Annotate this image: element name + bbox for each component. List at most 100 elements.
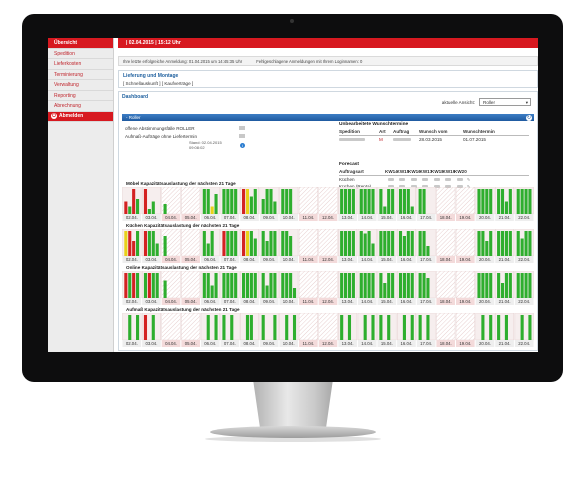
capacity-bar[interactable] [206, 189, 210, 214]
status-row-label[interactable]: offene Abstimmungsfälle ROLLER [125, 125, 195, 131]
capacity-bar[interactable] [477, 189, 481, 214]
capacity-bar[interactable] [379, 273, 383, 298]
capacity-bar[interactable] [497, 273, 501, 298]
capacity-bar[interactable] [485, 189, 489, 214]
capacity-bar[interactable] [410, 231, 414, 256]
capacity-bar[interactable] [273, 201, 277, 215]
capacity-bar[interactable] [422, 273, 426, 298]
capacity-bar[interactable] [151, 231, 155, 256]
capacity-bar[interactable] [147, 209, 151, 214]
capacity-bar[interactable] [426, 278, 430, 298]
sidebar-item-lieferkosten[interactable]: Lieferkosten [48, 59, 113, 70]
table-row[interactable]: M 28.03.2015 01.07.2015 [339, 136, 529, 143]
capacity-bar[interactable] [524, 231, 528, 256]
capacity-bar[interactable] [155, 243, 159, 257]
capacity-bar[interactable] [128, 273, 132, 298]
status-row-label[interactable]: Aufmaß-Aufträge ohne Liefertermin [125, 133, 198, 139]
capacity-bar[interactable] [143, 231, 148, 256]
capacity-bar[interactable] [379, 231, 383, 256]
capacity-bar[interactable] [242, 231, 246, 256]
capacity-bar[interactable] [363, 315, 367, 340]
capacity-bar[interactable] [242, 189, 246, 214]
capacity-bar[interactable] [520, 189, 524, 214]
capacity-bar[interactable] [265, 241, 269, 256]
capacity-bar[interactable] [249, 231, 253, 256]
capacity-bar[interactable] [406, 189, 410, 214]
capacity-bar[interactable] [402, 236, 406, 256]
capacity-bar[interactable] [516, 231, 520, 256]
capacity-bar[interactable] [359, 189, 363, 214]
capacity-bar[interactable] [402, 315, 406, 340]
capacity-bar[interactable] [387, 273, 391, 298]
capacity-bar[interactable] [398, 231, 403, 256]
capacity-bar[interactable] [155, 273, 159, 298]
capacity-bar[interactable] [234, 231, 238, 256]
capacity-bar[interactable] [367, 231, 371, 256]
capacity-bar[interactable] [163, 236, 167, 256]
capacity-bar[interactable] [242, 273, 246, 298]
capacity-bar[interactable] [143, 315, 148, 340]
capacity-bar[interactable] [371, 315, 375, 340]
capacity-bar[interactable] [163, 204, 167, 214]
capacity-bar[interactable] [143, 273, 148, 298]
capacity-bar[interactable] [351, 273, 355, 298]
capacity-bar[interactable] [132, 189, 136, 214]
capacity-bar[interactable] [261, 231, 265, 256]
capacity-bar[interactable] [289, 236, 293, 256]
capacity-bar[interactable] [481, 231, 485, 256]
capacity-bar[interactable] [147, 273, 151, 298]
capacity-bar[interactable] [128, 206, 132, 215]
capacity-bar[interactable] [230, 315, 234, 340]
capacity-bar[interactable] [269, 231, 273, 256]
capacity-bar[interactable] [249, 315, 253, 340]
capacity-bar[interactable] [371, 243, 375, 257]
capacity-bar[interactable] [285, 231, 289, 256]
capacity-bar[interactable] [489, 315, 493, 340]
capacity-bar[interactable] [347, 273, 352, 298]
edit-icon[interactable]: ✎ [466, 184, 471, 189]
capacity-bar[interactable] [285, 189, 289, 214]
capacity-bar[interactable] [261, 199, 265, 214]
capacity-bar[interactable] [485, 273, 489, 298]
sidebar-item-reporting[interactable]: Reporting [48, 91, 113, 101]
capacity-bar[interactable] [383, 283, 387, 298]
capacity-bar[interactable] [261, 273, 265, 298]
capacity-bar[interactable] [245, 189, 250, 214]
capacity-bar[interactable] [202, 231, 206, 256]
capacity-bar[interactable] [387, 189, 391, 214]
capacity-bar[interactable] [136, 273, 140, 298]
capacity-bar[interactable] [528, 231, 532, 256]
capacity-bar[interactable] [477, 273, 481, 298]
capacity-bar[interactable] [520, 315, 524, 340]
capacity-bar[interactable] [387, 315, 391, 340]
capacity-bar[interactable] [391, 273, 395, 298]
capacity-bar[interactable] [489, 273, 493, 298]
capacity-bar[interactable] [516, 273, 520, 298]
capacity-bar[interactable] [410, 273, 414, 298]
capacity-bar[interactable] [418, 189, 422, 214]
capacity-bar[interactable] [281, 231, 285, 256]
capacity-bar[interactable] [206, 315, 210, 340]
capacity-bar[interactable] [344, 231, 348, 256]
capacity-bar[interactable] [214, 194, 218, 214]
capacity-bar[interactable] [222, 273, 226, 298]
capacity-bar[interactable] [477, 231, 481, 256]
capacity-bar[interactable] [289, 189, 293, 214]
capacity-bar[interactable] [202, 189, 206, 214]
capacity-bar[interactable] [520, 273, 524, 298]
capacity-bar[interactable] [426, 246, 430, 256]
capacity-bar[interactable] [124, 273, 128, 298]
capacity-bar[interactable] [402, 273, 406, 298]
capacity-bar[interactable] [289, 273, 293, 298]
capacity-bar[interactable] [520, 238, 524, 257]
sidebar-item-spedition[interactable]: Spedition [48, 49, 113, 59]
capacity-bar[interactable] [418, 231, 422, 256]
capacity-bar[interactable] [292, 315, 297, 340]
sidebar-item-abrechnung[interactable]: Abrechnung [48, 101, 113, 112]
capacity-bar[interactable] [230, 189, 234, 214]
capacity-bar[interactable] [500, 283, 505, 298]
capacity-bar[interactable] [253, 238, 257, 257]
capacity-bar[interactable] [210, 285, 214, 299]
capacity-bar[interactable] [497, 231, 501, 256]
logout-button[interactable]: ⏻ Abmelden [48, 111, 113, 122]
